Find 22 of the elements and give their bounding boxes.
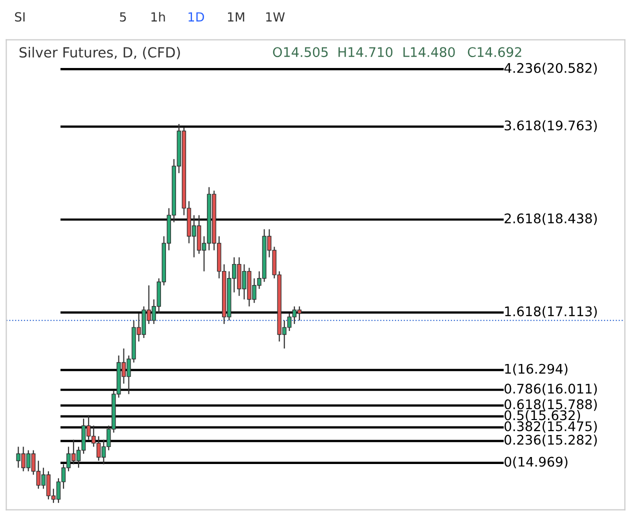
ref-line-label: 0.236(15.282) [504, 434, 597, 446]
annotation: O14.505 [273, 47, 328, 58]
text: SI [15, 12, 25, 22]
text: 1D [188, 12, 204, 22]
text: H14.710 [338, 47, 392, 58]
text: 1h [151, 12, 165, 22]
ref-line-label: 2.618(18.438) [504, 213, 597, 225]
ref-line-label: 0(14.969) [504, 456, 568, 468]
chart-title: Silver Futures, D, (CFD) [20, 46, 180, 60]
ref-line-label: 4.236(20.582) [504, 62, 597, 75]
ref-line-label: 0.618(15.788) [504, 399, 597, 411]
ref-line-label: 0.382(15.475) [504, 421, 597, 433]
ref-line-label: 3.618(19.763) [504, 120, 597, 132]
text: C14.692 [468, 47, 522, 58]
ref-line-label: 1.618(17.113) [505, 306, 597, 318]
ref-line-label: 0.5(15.632) [504, 410, 580, 422]
ref-line-label: 1(16.294) [505, 364, 568, 376]
text: L14.480 [403, 47, 455, 58]
text: 5 [120, 12, 126, 22]
text: 1W [266, 12, 285, 22]
ref-line-label: 0.786(16.011) [504, 383, 597, 396]
text: 1M [228, 12, 244, 22]
